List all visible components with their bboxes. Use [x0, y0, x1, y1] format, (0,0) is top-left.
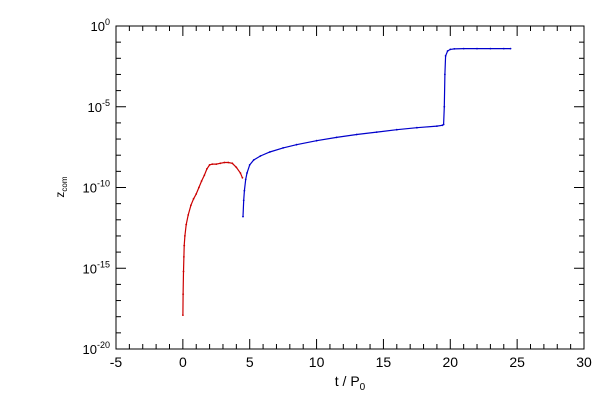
data-point — [315, 139, 318, 142]
data-point — [183, 256, 185, 258]
data-point — [453, 48, 456, 50]
data-point — [246, 172, 248, 174]
x-tick-label: 0 — [179, 354, 187, 370]
data-point — [195, 193, 198, 195]
x-tick-label: 20 — [442, 354, 458, 370]
series-line — [182, 161, 243, 316]
data-point — [242, 215, 244, 218]
data-point — [436, 125, 438, 127]
data-point — [231, 162, 234, 165]
data-point — [282, 147, 284, 149]
data-marks — [182, 47, 512, 316]
data-point — [235, 166, 238, 169]
data-point — [442, 123, 445, 126]
data-point — [335, 136, 338, 139]
data-point — [182, 293, 185, 295]
data-point — [476, 47, 478, 50]
data-point — [241, 176, 244, 179]
data-point — [443, 105, 446, 108]
x-axis-label-main: t / P — [335, 373, 360, 389]
data-point — [449, 48, 452, 51]
data-point — [295, 143, 298, 146]
data-point — [462, 47, 465, 50]
data-point — [200, 180, 203, 182]
y-tick-label: 10-15 — [83, 259, 110, 276]
data-point — [239, 172, 242, 174]
data-point — [219, 162, 222, 165]
data-point — [444, 73, 446, 76]
data-point — [444, 55, 447, 57]
plot-frame — [115, 25, 585, 350]
data-point — [375, 131, 378, 134]
data-point — [395, 128, 398, 131]
data-point — [208, 164, 211, 166]
x-tick-label: 25 — [509, 354, 525, 370]
tick-labels: -5 0 5 10 15 20 25 30 100 10-5 10-10 10-15 10-20 — [83, 17, 592, 370]
y-axis-label-main: z — [53, 192, 67, 198]
data-point — [184, 235, 186, 237]
x-tick-label: 15 — [376, 354, 392, 370]
y-axis-label-sub: com — [60, 176, 69, 191]
data-point — [244, 178, 247, 181]
x-tick-label: 10 — [309, 354, 325, 370]
y-tick-label: 10-20 — [83, 340, 110, 357]
data-point — [502, 47, 505, 50]
data-point — [441, 124, 444, 127]
y-tick-label: 10-10 — [83, 179, 110, 196]
data-point — [183, 244, 186, 247]
data-point — [192, 197, 195, 200]
y-tick-label: 10-5 — [88, 98, 110, 115]
data-point — [252, 159, 255, 161]
data-point — [268, 151, 271, 153]
x-axis-label: t / P0 — [335, 373, 366, 393]
data-point — [198, 186, 200, 189]
x-tick-label: -5 — [110, 354, 123, 370]
data-point — [215, 163, 218, 166]
data-point — [203, 174, 206, 177]
data-point — [242, 199, 245, 202]
x-tick-label: 30 — [576, 354, 592, 370]
x-tick-label: 5 — [246, 354, 254, 370]
data-point — [206, 168, 208, 170]
data-point — [243, 189, 246, 192]
data-point — [185, 223, 188, 226]
data-point — [259, 155, 262, 157]
data-point — [182, 270, 185, 273]
data-point — [509, 47, 512, 50]
data-point — [355, 133, 358, 136]
data-point — [248, 164, 251, 166]
data-point — [223, 161, 226, 164]
data-point — [227, 161, 230, 164]
x-axis-label-sub: 0 — [360, 382, 366, 393]
y-tick-label: 100 — [91, 17, 110, 34]
data-point — [182, 314, 184, 316]
y-axis-label: zcom — [53, 176, 69, 197]
data-point — [416, 126, 418, 129]
data-point — [190, 204, 192, 207]
data-point — [187, 214, 190, 216]
data-point — [489, 47, 492, 50]
axis-ticks — [115, 25, 585, 350]
data-point — [446, 50, 449, 52]
data-point — [211, 163, 214, 166]
